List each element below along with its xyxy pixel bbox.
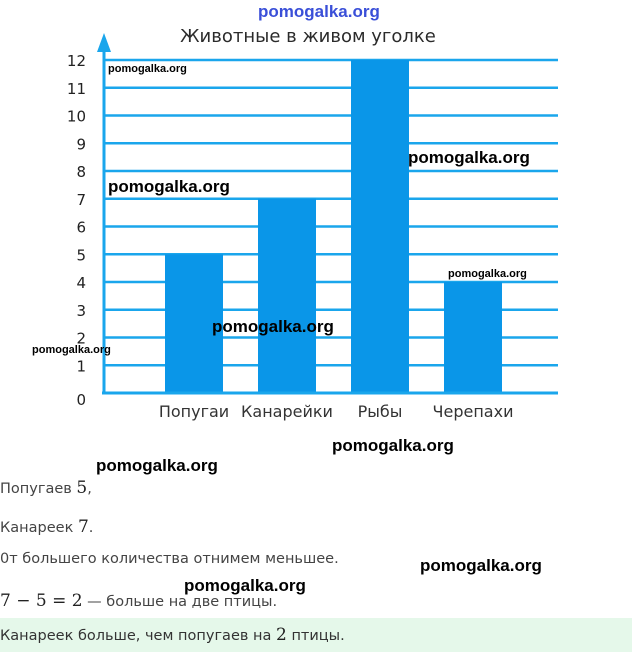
canaries-end: .: [88, 520, 94, 536]
bar-3: [351, 60, 409, 393]
y-tick-label: 5: [76, 246, 86, 264]
watermark: pomogalka.org: [212, 317, 334, 336]
y-tick-label: 12: [67, 52, 86, 70]
answer-end: птицы.: [291, 628, 345, 644]
chart-title: Животные в живом уголке: [180, 26, 436, 47]
bar-4: [444, 282, 502, 393]
watermark-top: pomogalka.org: [258, 2, 380, 21]
y-tick-label: 1: [76, 357, 86, 375]
canaries-value: 7: [77, 517, 89, 537]
watermark: pomogalka.org: [448, 268, 527, 280]
y-tick-label: 4: [76, 274, 86, 292]
canaries-label: Канареек: [0, 520, 74, 536]
parrots-end: ,: [87, 481, 92, 497]
y-tick-label: 11: [67, 80, 86, 98]
chart-canvas: Животные в живом уголке0123456789101112П…: [67, 26, 558, 421]
parrots-label: Попугаев: [0, 481, 72, 497]
x-tick-label: Канарейки: [241, 402, 333, 421]
bar-chart: Животные в живом уголке 0 1 2 3 4 5 6 7 8 9 10 11 12 П…: [67, 26, 558, 421]
y-tick-label: 7: [76, 191, 86, 209]
parrots-value: 5: [76, 478, 88, 498]
y-tick-label: 0: [76, 391, 86, 409]
solution-equation: 7 − 5 = 2 — больше на две птицы.: [0, 591, 277, 611]
solution-parrots: Попугаев 5,: [0, 478, 92, 498]
y-axis-arrow: [97, 33, 111, 52]
y-tick-label: 8: [76, 163, 86, 181]
answer-line: Канареек больше, чем попугаев на 2 птицы…: [0, 625, 345, 645]
watermark: pomogalka.org: [108, 177, 230, 196]
solution-canaries: Канареек 7.: [0, 517, 93, 537]
watermark: pomogalka.org: [108, 63, 187, 75]
solution-method: 0т большего количества отнимем меньшее.: [0, 551, 339, 567]
bar-2: [258, 198, 316, 393]
watermark: pomogalka.org: [96, 456, 218, 475]
bar-1: [165, 254, 223, 393]
equation-text: — больше на две птицы.: [87, 594, 278, 610]
x-tick-label: Попугаи: [159, 402, 229, 421]
watermark: pomogalka.org: [420, 556, 542, 575]
x-tick-label: Рыбы: [358, 402, 403, 421]
watermark: pomogalka.org: [32, 344, 111, 356]
answer-value: 2: [276, 625, 287, 645]
x-tick-label: Черепахи: [433, 402, 514, 421]
equation: 7 − 5 = 2: [0, 591, 83, 611]
y-tick-label: 2: [76, 330, 86, 348]
watermark: pomogalka.org: [184, 576, 306, 595]
y-tick-label: 9: [76, 135, 86, 153]
y-tick-label: 3: [76, 302, 86, 320]
y-tick-label: 10: [67, 108, 86, 126]
watermark: pomogalka.org: [408, 148, 530, 167]
watermark: pomogalka.org: [332, 436, 454, 455]
answer-text: Канареек больше, чем попугаев на: [0, 628, 272, 644]
y-tick-label: 6: [76, 219, 86, 237]
answer-box: Канареек больше, чем попугаев на 2 птицы…: [0, 618, 632, 652]
